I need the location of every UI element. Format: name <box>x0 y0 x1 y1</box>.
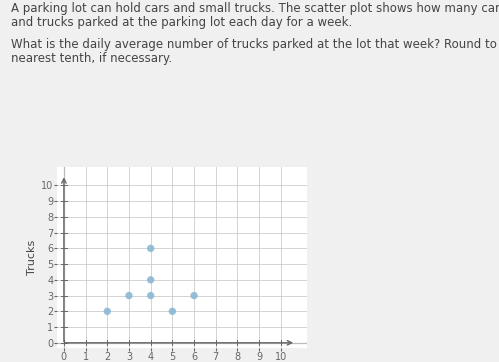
Point <box>103 308 111 314</box>
Point <box>147 293 155 299</box>
Text: A parking lot can hold cars and small trucks. The scatter plot shows how many ca: A parking lot can hold cars and small tr… <box>11 2 499 15</box>
Point <box>125 293 133 299</box>
Text: and trucks parked at the parking lot each day for a week.: and trucks parked at the parking lot eac… <box>11 16 352 29</box>
Y-axis label: Trucks: Trucks <box>27 239 37 275</box>
Point <box>147 277 155 283</box>
Text: nearest tenth, if necessary.: nearest tenth, if necessary. <box>11 52 172 66</box>
Point <box>147 245 155 251</box>
Point <box>190 293 198 299</box>
Point <box>168 308 176 314</box>
Text: What is the daily average number of trucks parked at the lot that week? Round to: What is the daily average number of truc… <box>11 38 499 51</box>
